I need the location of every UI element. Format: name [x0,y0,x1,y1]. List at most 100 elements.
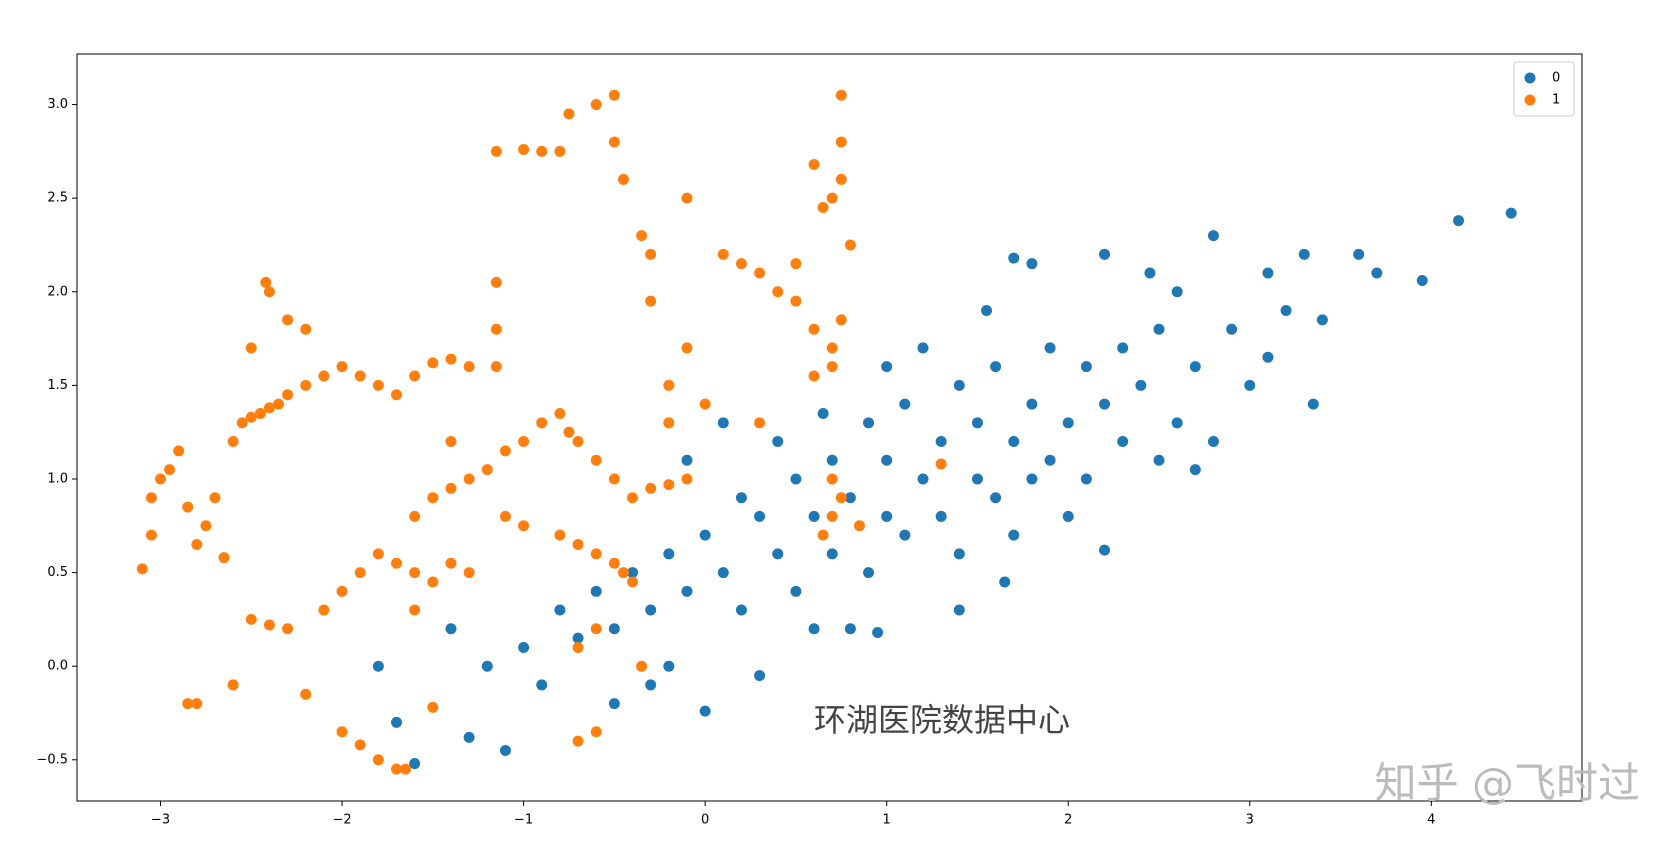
point [145,529,157,541]
point [391,557,403,569]
point [645,679,657,691]
point [427,492,439,504]
point [1008,436,1020,448]
point [808,510,820,522]
point [1353,248,1365,260]
point [663,379,675,391]
point [1144,267,1156,279]
point [844,492,856,504]
point [1062,510,1074,522]
point [935,458,947,470]
point [318,604,330,616]
point [1026,258,1038,270]
point [1044,454,1056,466]
point [481,464,493,476]
point [209,492,221,504]
point [826,454,838,466]
point [445,623,457,635]
point [1153,454,1165,466]
point [935,436,947,448]
point [463,567,475,579]
point [844,623,856,635]
point [663,417,675,429]
point [754,267,766,279]
point [835,173,847,185]
watermark-center: 环湖医院数据中心 [814,701,1070,739]
point [554,529,566,541]
point [590,99,602,111]
point [372,379,384,391]
y-tick-label: 2.0 [47,284,68,299]
point [808,323,820,335]
y-tick-label: 2.5 [47,191,68,206]
point [563,108,575,120]
point [354,739,366,751]
point [981,304,993,316]
point [1080,473,1092,485]
y-tick-label: 3.0 [47,97,68,112]
point [391,389,403,401]
point [245,342,257,354]
point [608,623,620,635]
point [518,143,530,155]
point [1135,379,1147,391]
y-tick-label: 1.0 [47,471,68,486]
point [663,479,675,491]
legend-label: 0 [1552,71,1560,86]
point [572,641,584,653]
point [699,529,711,541]
point [263,286,275,298]
point [354,567,366,579]
point [863,567,875,579]
point [636,660,648,672]
point [191,539,203,551]
point [572,436,584,448]
point [518,520,530,532]
point [391,716,403,728]
point [681,585,693,597]
point [427,701,439,713]
point [499,510,511,522]
point [645,482,657,494]
point [817,407,829,419]
point [881,510,893,522]
point [572,632,584,644]
point [273,398,285,410]
legend-marker [1524,72,1536,84]
point [717,417,729,429]
point [1117,436,1129,448]
point [409,567,421,579]
point [971,473,983,485]
point [236,417,248,429]
point [699,705,711,717]
point [999,576,1011,588]
point [645,248,657,260]
point [590,623,602,635]
point [445,436,457,448]
point [590,548,602,560]
point [227,679,239,691]
point [1316,314,1328,326]
point [282,623,294,635]
point [490,276,502,288]
point [1453,215,1465,227]
point [499,744,511,756]
point [808,158,820,170]
point [808,623,820,635]
point [735,258,747,270]
point [563,426,575,438]
x-tick-label: −2 [332,813,351,828]
point [518,641,530,653]
point [681,473,693,485]
point [735,492,747,504]
point [1262,267,1274,279]
point [608,136,620,148]
point [1307,398,1319,410]
plot-area [136,89,1517,775]
point [409,604,421,616]
point [645,604,657,616]
x-tick-label: 4 [1427,813,1435,828]
point [145,492,157,504]
point [645,295,657,307]
point [826,342,838,354]
